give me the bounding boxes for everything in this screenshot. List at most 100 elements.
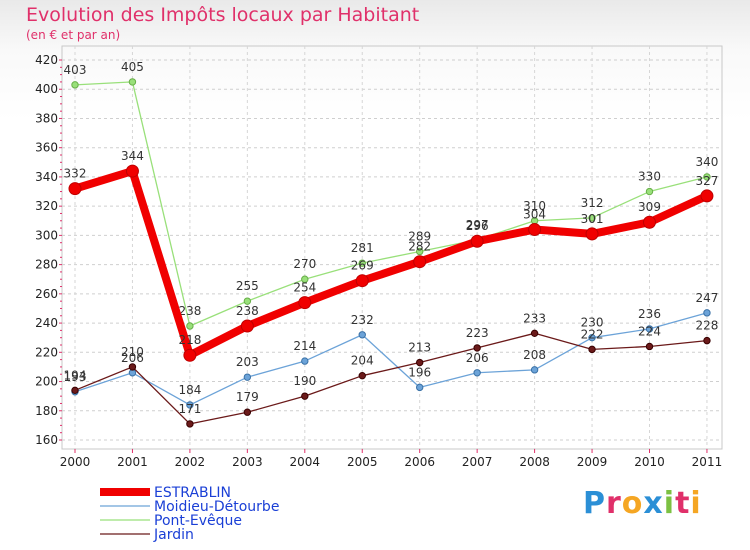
series-moidieu-detourbe: 193 206 184 203 214 232 196 206 208 230 236 247 <box>64 291 718 409</box>
data-label: 208 <box>523 348 546 362</box>
data-point <box>68 182 82 196</box>
logo-letter: t <box>675 486 691 521</box>
data-point <box>645 325 654 333</box>
data-label: 281 <box>351 241 374 255</box>
data-label: 330 <box>638 170 661 184</box>
data-label: 228 <box>695 319 718 333</box>
data-point <box>588 333 596 342</box>
data-point <box>71 386 79 395</box>
y-tick-label: 180 <box>35 404 58 418</box>
x-tick-label: 2009 <box>577 455 608 469</box>
data-point <box>585 227 599 241</box>
data-point <box>588 345 596 354</box>
logo-letter: i <box>690 486 702 521</box>
data-label: 194 <box>64 368 87 382</box>
legend-label: ESTRABLIN <box>154 485 231 501</box>
x-tick-label: 2006 <box>404 455 435 469</box>
y-tick-label: 160 <box>35 433 58 447</box>
data-point <box>301 392 309 400</box>
data-label: 196 <box>408 365 431 379</box>
x-tick-label: 2005 <box>347 455 378 469</box>
data-label: 190 <box>293 374 316 388</box>
data-point <box>358 331 366 339</box>
legend-label: Pont-Evêque <box>154 513 242 529</box>
data-label: 213 <box>408 341 431 355</box>
x-tick-label: 2002 <box>175 455 206 469</box>
data-point <box>125 164 139 178</box>
x-tick-label: 2010 <box>634 455 665 469</box>
data-point <box>703 309 711 317</box>
data-point <box>71 81 79 89</box>
chart-title: Evolution des Impôts locaux par Habitant <box>26 4 420 26</box>
data-point <box>530 366 539 374</box>
data-point <box>473 344 481 352</box>
data-point <box>416 358 424 367</box>
logo-letter: P <box>583 486 606 521</box>
data-label: 224 <box>638 324 661 338</box>
data-label: 282 <box>408 240 431 254</box>
data-point <box>243 408 252 416</box>
data-point <box>645 187 654 196</box>
data-label: 193 <box>64 370 87 384</box>
data-label: 269 <box>351 259 374 273</box>
legend-item: ESTRABLIN <box>100 485 231 501</box>
y-tick-label: 360 <box>35 141 58 155</box>
legend-item: Moidieu-Détourbe <box>100 499 279 515</box>
data-label: 203 <box>236 355 259 369</box>
y-tick-label: 300 <box>35 228 58 242</box>
data-label: 304 <box>523 208 546 222</box>
series-estrablin: 332 344 218 238 254 269 282 296 304 301 309 327 <box>64 149 718 362</box>
legend-item: Pont-Evêque <box>100 513 242 529</box>
data-point <box>355 274 369 288</box>
data-point <box>470 234 484 248</box>
x-tick-label: 2003 <box>232 455 263 469</box>
data-point <box>128 363 137 371</box>
data-point <box>645 342 654 351</box>
x-tick-label: 2008 <box>519 455 550 469</box>
data-point <box>186 322 194 330</box>
data-label: 312 <box>581 196 604 210</box>
y-tick-label: 320 <box>35 199 58 213</box>
data-point <box>700 189 714 203</box>
data-point <box>298 296 312 310</box>
data-point <box>183 348 197 362</box>
logo-letter: x <box>643 486 664 521</box>
logo-letter: o <box>621 486 644 521</box>
y-tick-label: 200 <box>35 375 58 389</box>
data-point <box>243 297 252 305</box>
data-label: 270 <box>293 257 316 271</box>
data-point <box>301 357 309 365</box>
legend-item: Jardin <box>100 527 194 543</box>
data-label: 206 <box>466 351 489 365</box>
data-label: 301 <box>581 212 604 226</box>
y-tick-label: 220 <box>35 345 58 359</box>
data-label: 255 <box>236 279 259 293</box>
legend-label: Moidieu-Détourbe <box>154 499 279 515</box>
logo-letter: r <box>606 486 622 521</box>
data-label: 332 <box>64 167 87 181</box>
x-tick-label: 2000 <box>60 455 91 469</box>
data-label: 340 <box>695 155 718 169</box>
data-point <box>128 78 137 86</box>
data-point <box>358 259 366 267</box>
x-tick-label: 2001 <box>117 455 148 469</box>
data-label: 236 <box>638 307 661 321</box>
data-label: 403 <box>64 63 87 77</box>
data-point <box>301 275 309 283</box>
data-label: 247 <box>695 291 718 305</box>
y-tick-label: 420 <box>35 53 58 67</box>
data-label: 171 <box>178 402 201 416</box>
data-point <box>186 420 194 428</box>
data-point <box>528 223 542 237</box>
data-point <box>243 373 252 381</box>
series-line <box>74 332 708 425</box>
data-label: 230 <box>581 316 604 330</box>
data-label: 204 <box>351 354 374 368</box>
proxiti-logo: Proxiti <box>583 486 702 521</box>
data-point <box>703 336 711 345</box>
y-tick-label: 280 <box>35 258 58 272</box>
data-label: 309 <box>638 200 661 214</box>
chart-subtitle: (en € et par an) <box>26 28 121 42</box>
